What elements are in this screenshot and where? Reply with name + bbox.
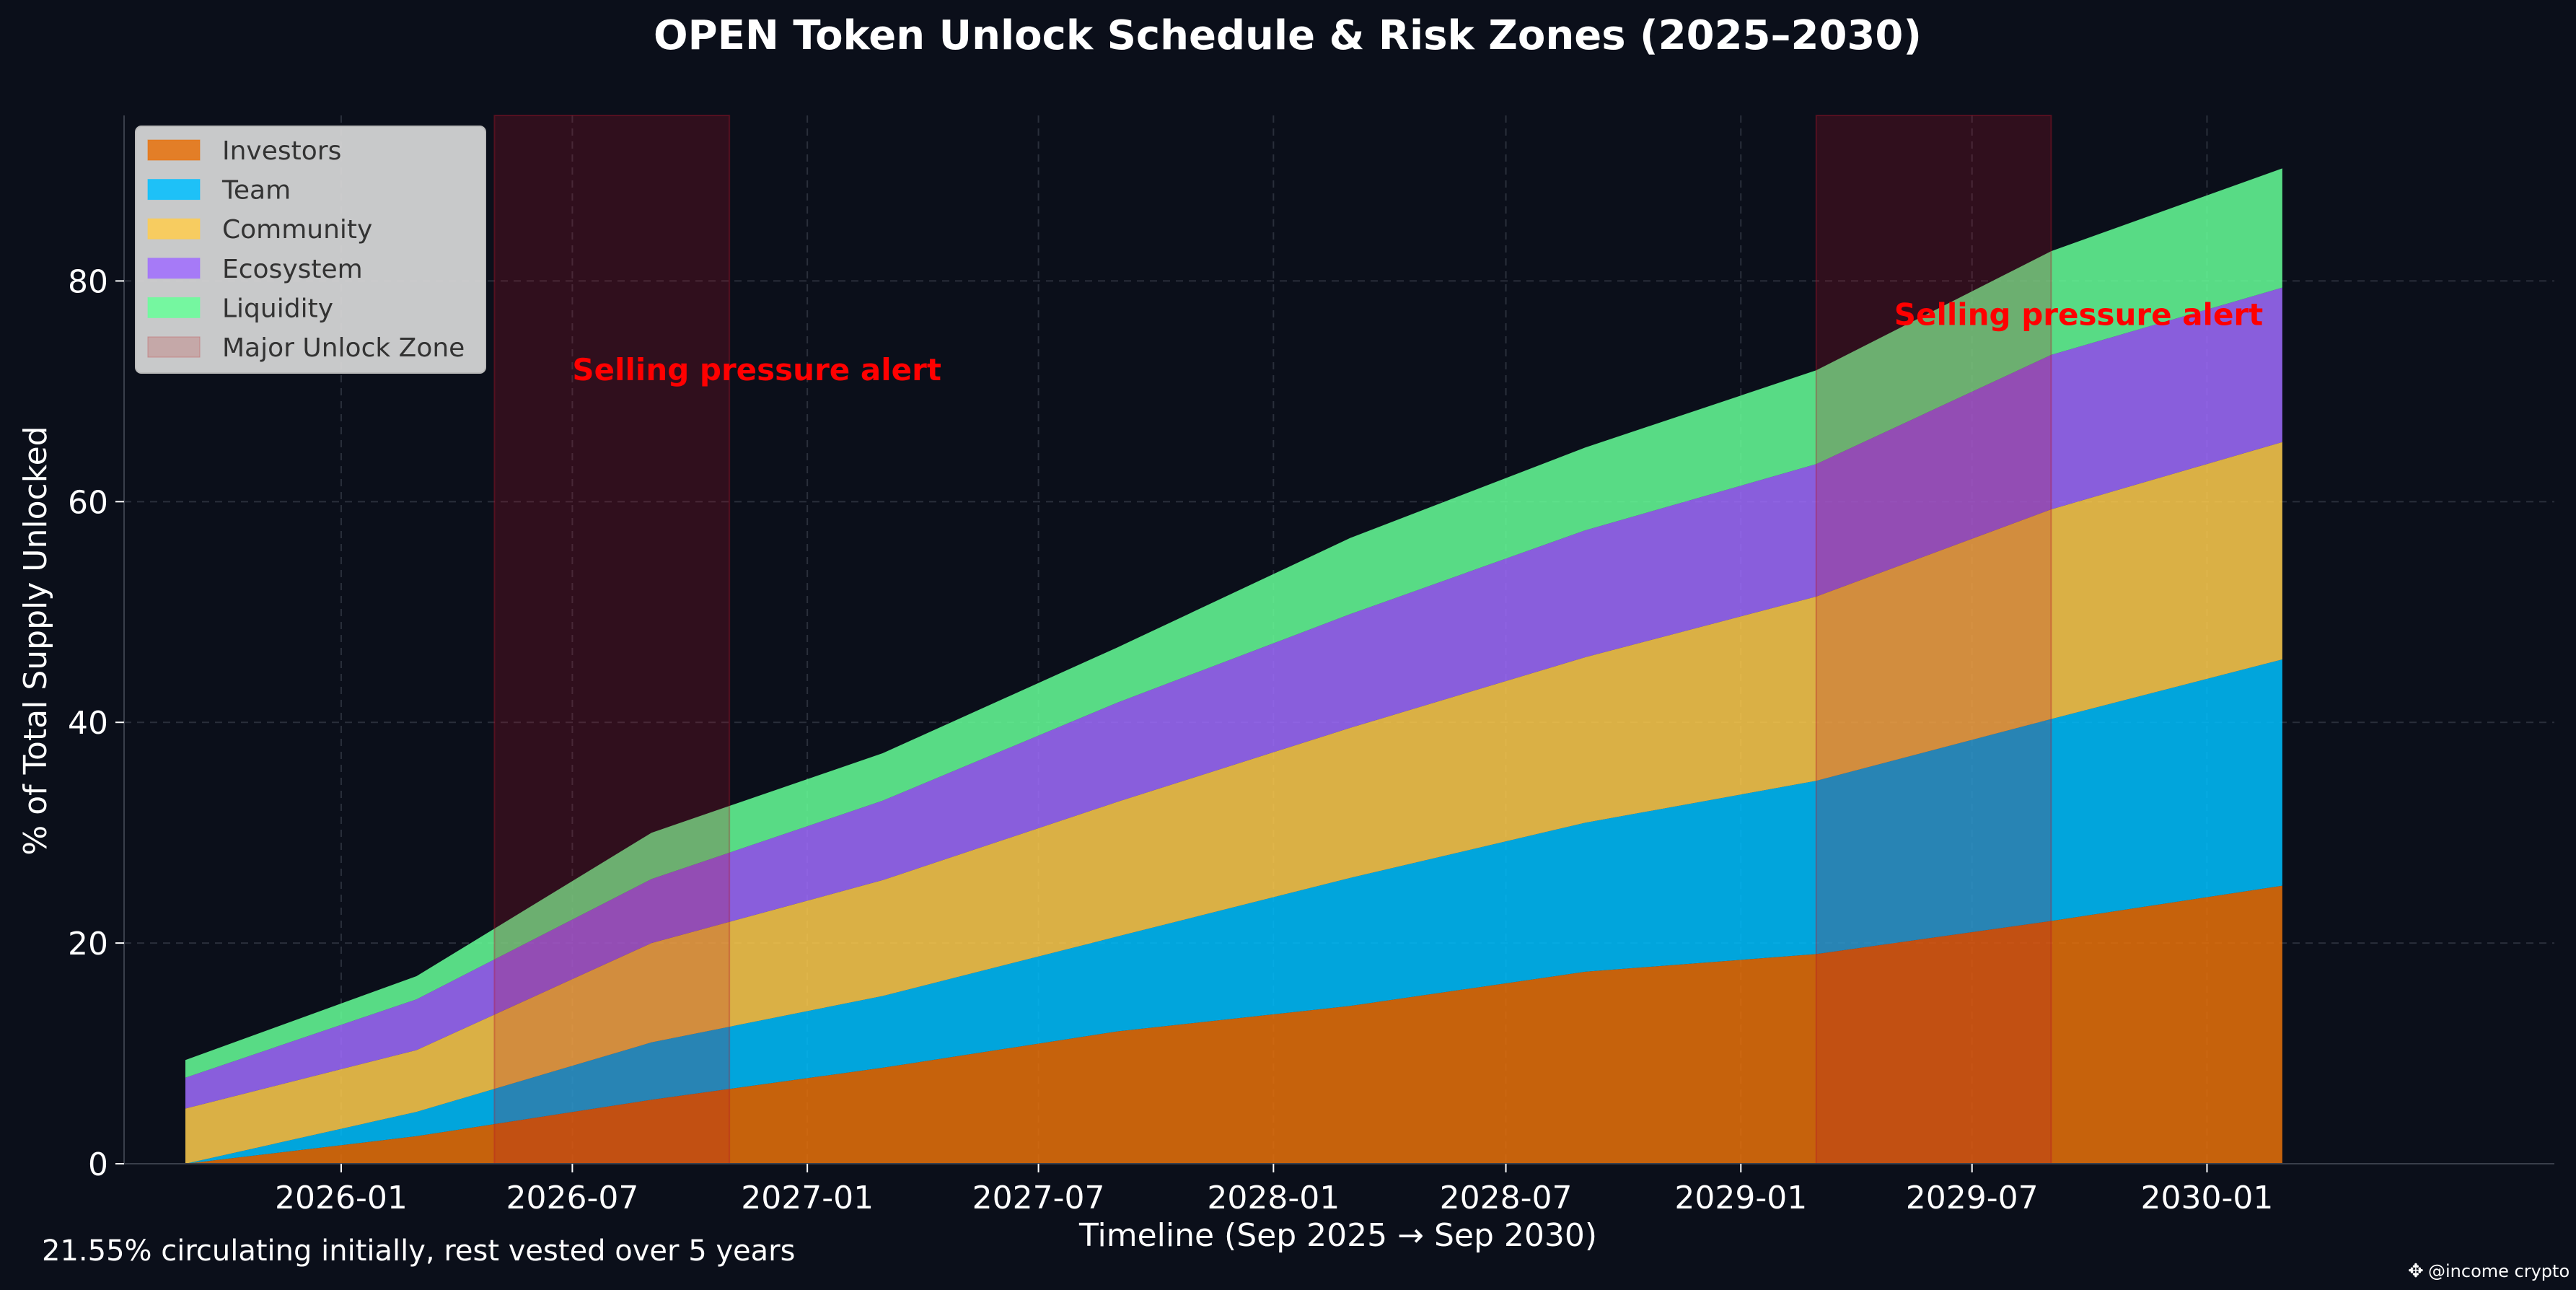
area-team <box>185 659 2282 1164</box>
x-tick-label-2028-01: 2028-01 <box>1207 1180 1340 1216</box>
selling-pressure-alert-label-2: Selling pressure alert <box>1894 297 2264 333</box>
y-tick-label-60: 60 <box>68 484 108 521</box>
x-tick-label-2027-01: 2027-01 <box>741 1180 874 1216</box>
x-axis-label: Timeline (Sep 2025 → Sep 2030) <box>1078 1217 1597 1254</box>
legend-swatch-major-unlock-zone <box>147 336 201 358</box>
chart-title: OPEN Token Unlock Schedule & Risk Zones … <box>654 12 1922 59</box>
legend-label-team: Team <box>221 176 291 206</box>
legend-swatch-investors <box>147 139 201 161</box>
y-axis-label: % of Total Supply Unlocked <box>17 426 54 855</box>
legend-label-ecosystem: Ecosystem <box>222 255 363 284</box>
x-tick-label-2026-01: 2026-01 <box>275 1180 408 1216</box>
watermark-text: @income crypto <box>2428 1261 2570 1281</box>
stacked-areas <box>185 168 2282 1164</box>
x-tick-label-2027-07: 2027-07 <box>972 1180 1105 1216</box>
footnote: 21.55% circulating initially, rest veste… <box>42 1234 795 1268</box>
legend-label-major-unlock-zone: Major Unlock Zone <box>222 333 465 363</box>
y-tick-label-40: 40 <box>68 705 108 742</box>
axes: 0 20 40 60 80 2026-01 2026-07 2027-01 2027-07 202… <box>68 115 2554 1216</box>
x-tick-label-2026-07: 2026-07 <box>506 1180 638 1216</box>
legend-swatch-ecosystem <box>147 258 201 279</box>
legend-label-community: Community <box>222 215 372 245</box>
y-tick-label-0: 0 <box>88 1146 108 1183</box>
x-tick-label-2030-01: 2030-01 <box>2141 1180 2274 1216</box>
area-liquidity <box>185 168 2282 1078</box>
legend-swatch-team <box>147 179 201 201</box>
x-tick-label-2029-01: 2029-01 <box>1674 1180 1807 1216</box>
area-community <box>185 442 2282 1164</box>
legend-box <box>135 126 486 374</box>
legend-swatch-liquidity <box>147 297 201 318</box>
legend: Investors Team Community Ecosystem Liquidity… <box>135 126 486 374</box>
major-unlock-zone-1 <box>493 115 731 1164</box>
area-investors <box>185 885 2282 1164</box>
watermark: ✥ @income crypto <box>2408 1260 2570 1282</box>
legend-label-investors: Investors <box>222 136 341 166</box>
area-ecosystem <box>185 287 2282 1109</box>
legend-label-liquidity: Liquidity <box>222 294 333 323</box>
zone-labels: Selling pressure alert Selling pressure a… <box>572 297 2263 387</box>
x-tick-label-2029-07: 2029-07 <box>1906 1180 2039 1216</box>
legend-swatch-community <box>147 218 201 240</box>
x-tick-label-2028-07: 2028-07 <box>1440 1180 1573 1216</box>
major-unlock-zone-2 <box>1815 115 2052 1164</box>
selling-pressure-alert-label-1: Selling pressure alert <box>572 352 941 387</box>
y-tick-label-80: 80 <box>68 263 108 300</box>
y-tick-label-20: 20 <box>68 926 108 962</box>
unlock-zones <box>493 115 2052 1164</box>
watermark-icon: ✥ <box>2408 1260 2424 1282</box>
